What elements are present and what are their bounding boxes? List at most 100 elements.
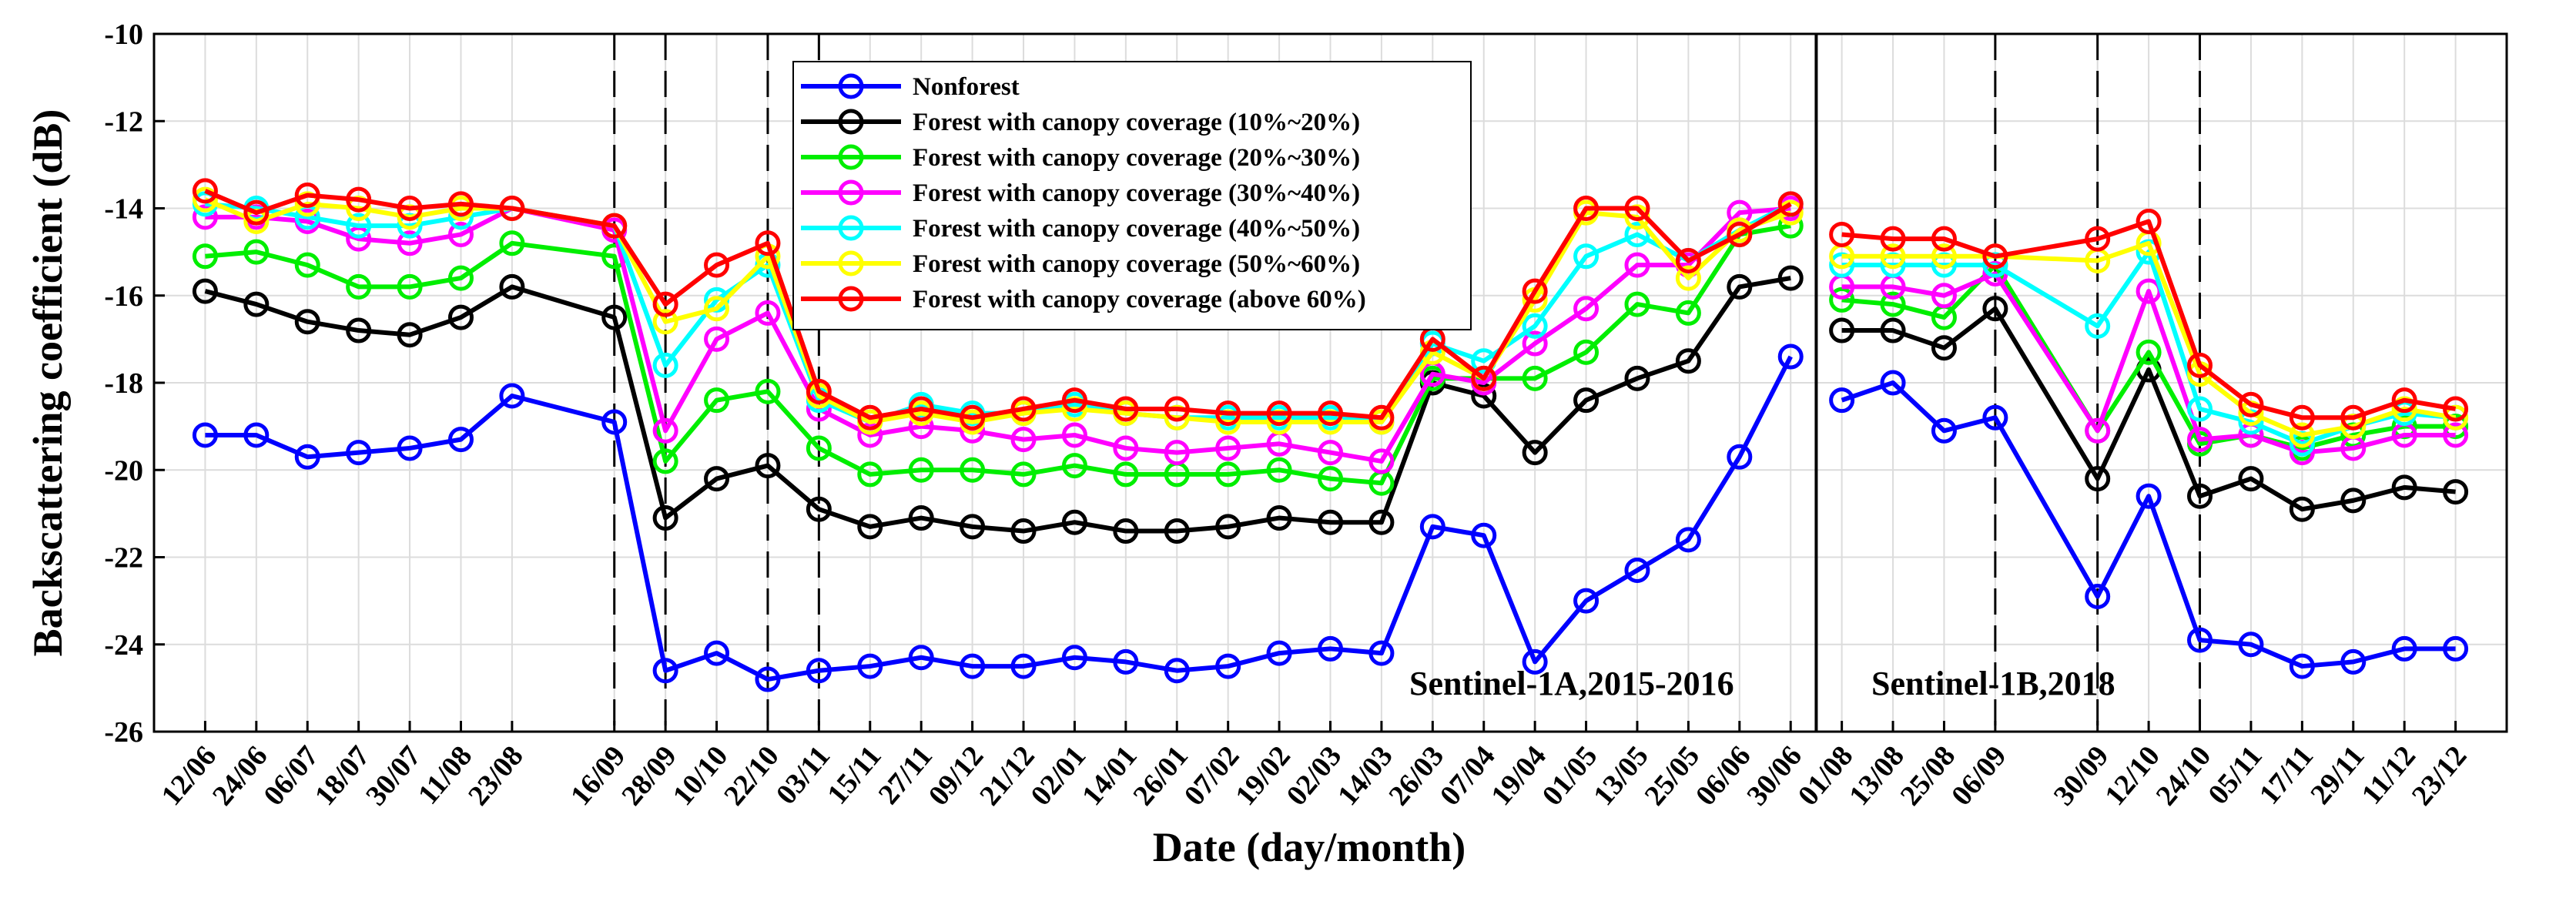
series-line bbox=[205, 223, 1791, 486]
data-point bbox=[704, 387, 730, 414]
data-point bbox=[2136, 339, 2162, 365]
data-point bbox=[1573, 243, 1600, 270]
data-point bbox=[499, 383, 525, 409]
y-tick-label: -14 bbox=[104, 193, 143, 226]
data-point bbox=[1931, 226, 1957, 252]
series-line bbox=[1841, 271, 2456, 455]
data-point bbox=[1419, 514, 1445, 540]
data-point bbox=[1471, 522, 1497, 548]
data-point bbox=[1573, 196, 1600, 221]
y-tick-label: -22 bbox=[104, 542, 143, 575]
data-point bbox=[1982, 404, 2008, 431]
data-point bbox=[652, 448, 678, 474]
series-line bbox=[204, 189, 1792, 421]
data-point bbox=[1624, 557, 1650, 583]
data-point bbox=[2238, 391, 2264, 417]
data-point bbox=[1777, 191, 1804, 217]
data-point bbox=[1675, 265, 1701, 291]
data-point bbox=[1573, 387, 1600, 414]
data-point bbox=[397, 230, 423, 256]
data-point bbox=[1982, 243, 2008, 270]
data-point bbox=[2289, 404, 2315, 431]
data-point bbox=[192, 278, 218, 304]
data-point bbox=[1675, 348, 1701, 374]
data-point bbox=[499, 196, 525, 221]
legend-marker bbox=[838, 215, 864, 241]
data-point bbox=[1624, 365, 1650, 391]
data-point bbox=[755, 230, 781, 256]
data-point bbox=[601, 304, 628, 330]
data-point bbox=[652, 658, 678, 684]
data-point bbox=[704, 466, 730, 492]
data-point bbox=[1880, 370, 1906, 396]
data-point bbox=[960, 404, 986, 431]
data-point bbox=[1675, 300, 1701, 326]
data-point bbox=[192, 243, 218, 270]
data-point bbox=[1113, 396, 1139, 422]
data-point bbox=[1318, 509, 1343, 535]
data-point bbox=[1829, 317, 1855, 343]
data-point bbox=[294, 309, 320, 335]
legend-label: Forest with canopy coverage (20%~30%) bbox=[913, 144, 1360, 172]
y-tick-label: -16 bbox=[104, 280, 143, 313]
data-point bbox=[243, 422, 270, 448]
data-point bbox=[1931, 243, 1957, 270]
data-point bbox=[1010, 518, 1037, 544]
series-group bbox=[192, 178, 2469, 692]
data-point bbox=[908, 457, 934, 483]
data-point bbox=[294, 183, 320, 209]
data-point bbox=[1368, 509, 1395, 535]
campaign-separators bbox=[613, 34, 2202, 732]
data-point bbox=[346, 186, 372, 213]
legend: Nonforest Forest with canopy coverage (10… bbox=[792, 61, 1472, 330]
data-point bbox=[2187, 352, 2213, 378]
data-point bbox=[1215, 461, 1241, 488]
data-point bbox=[397, 273, 423, 300]
data-point bbox=[1829, 221, 1855, 247]
data-point bbox=[192, 422, 218, 448]
data-point bbox=[1777, 343, 1804, 370]
legend-label: Forest with canopy coverage (10%~20%) bbox=[913, 109, 1360, 136]
data-point bbox=[960, 457, 986, 483]
data-point bbox=[2187, 396, 2213, 422]
data-point bbox=[1266, 457, 1292, 483]
data-point bbox=[1368, 640, 1395, 666]
data-point bbox=[346, 317, 372, 343]
data-point bbox=[652, 417, 678, 444]
data-point bbox=[346, 273, 372, 300]
data-point bbox=[1880, 243, 1906, 270]
series-6 bbox=[192, 178, 2469, 431]
legend-label: Nonforest bbox=[913, 73, 1020, 101]
data-point bbox=[1061, 509, 1087, 535]
data-point bbox=[397, 435, 423, 461]
data-point bbox=[1061, 387, 1087, 414]
data-point bbox=[2391, 387, 2417, 414]
data-point bbox=[2238, 632, 2264, 658]
series-line bbox=[204, 197, 1792, 424]
legend-marker bbox=[838, 109, 864, 135]
data-point bbox=[1880, 317, 1906, 343]
data-point bbox=[1266, 400, 1292, 427]
data-point bbox=[2136, 483, 2162, 509]
legend-marker bbox=[838, 73, 864, 99]
legend-box bbox=[792, 61, 1472, 330]
data-point bbox=[1624, 252, 1650, 278]
data-point bbox=[2443, 479, 2469, 505]
data-point bbox=[652, 309, 678, 335]
y-tick-label: -10 bbox=[104, 18, 143, 51]
data-point bbox=[1368, 404, 1395, 431]
y-axis-ticks: -10 -12 -14 -16 -18 -20 -22 -24 -26 bbox=[104, 18, 165, 749]
data-point bbox=[1010, 461, 1037, 488]
data-point bbox=[2085, 313, 2111, 339]
data-point bbox=[857, 653, 883, 679]
data-point bbox=[806, 378, 832, 404]
data-point bbox=[755, 378, 781, 404]
data-point bbox=[857, 404, 883, 431]
data-point bbox=[2340, 488, 2367, 514]
data-point bbox=[294, 444, 320, 470]
data-point bbox=[2391, 474, 2417, 501]
y-tick-label: -24 bbox=[104, 629, 143, 662]
data-point bbox=[1982, 296, 2008, 322]
data-point bbox=[2340, 648, 2367, 675]
data-point bbox=[2187, 483, 2213, 509]
